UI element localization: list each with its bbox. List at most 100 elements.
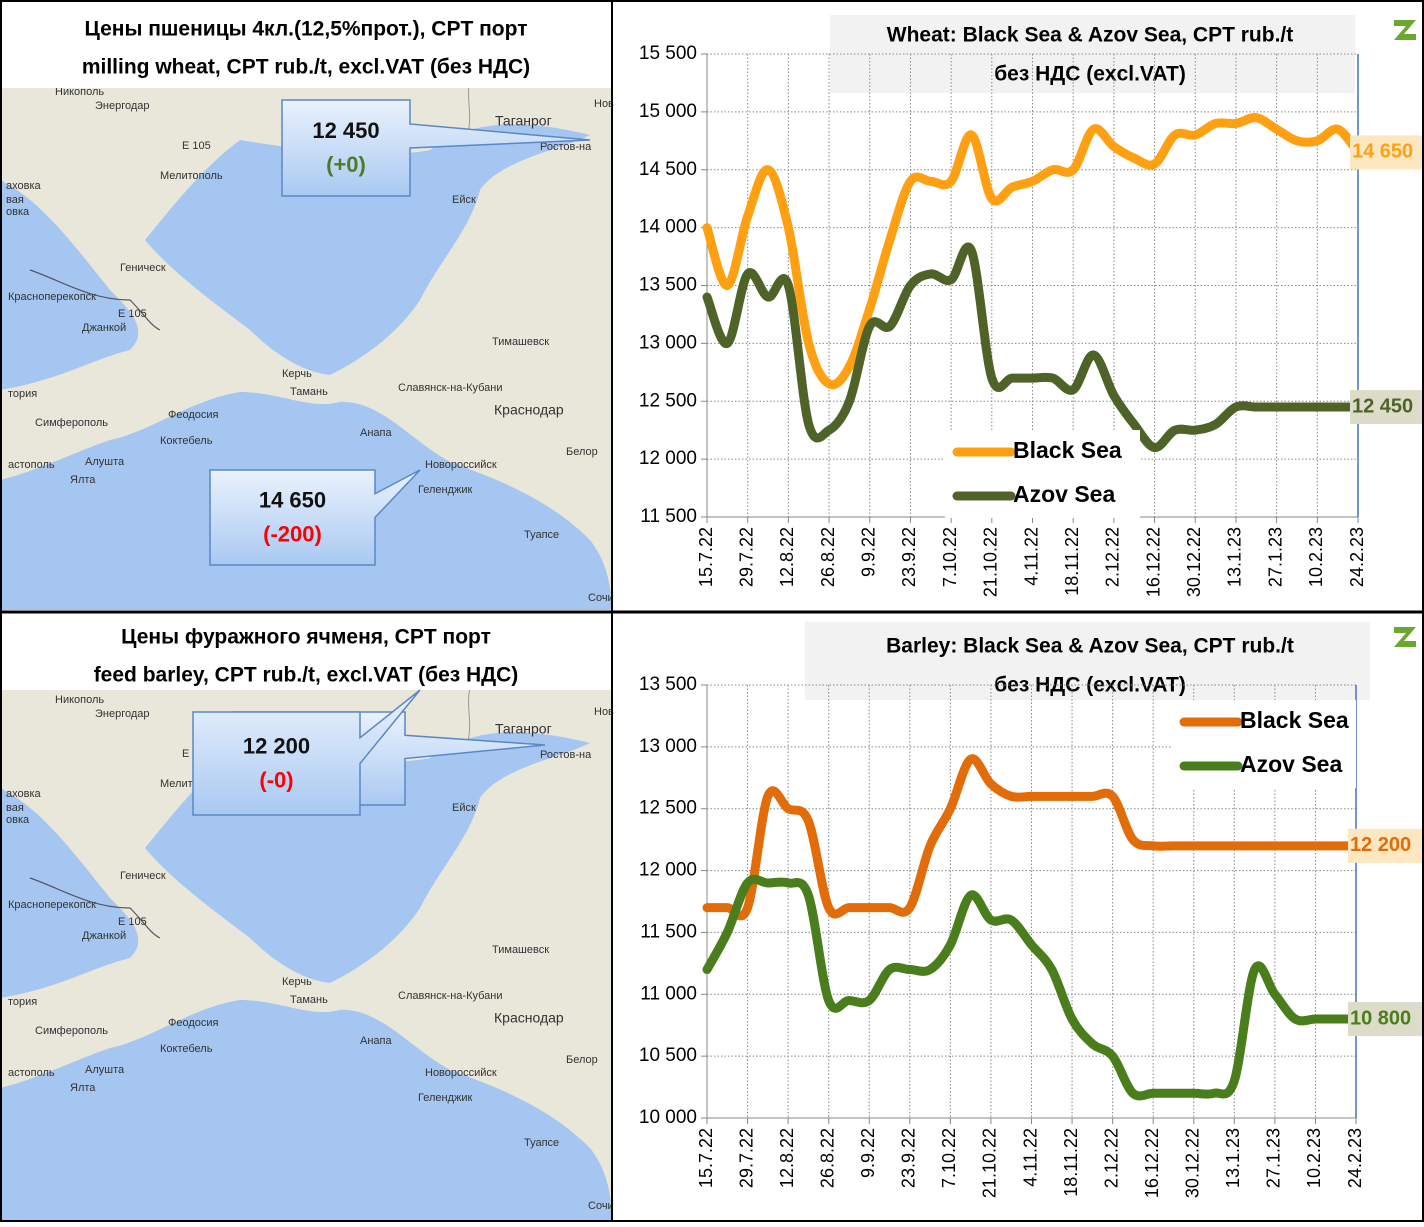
callout-change: (-200) bbox=[263, 521, 322, 546]
y-tick-label: 13 500 bbox=[639, 275, 697, 296]
map-label: Джанкой bbox=[82, 322, 126, 334]
legend-label: Azov Sea bbox=[1240, 751, 1342, 777]
panel-title: milling wheat, CPT rub./t, excl.VAT (без… bbox=[82, 56, 530, 79]
x-tick-label: 29.7.22 bbox=[736, 527, 756, 587]
map-label: Геническ bbox=[120, 870, 166, 882]
map-label: Алушта bbox=[85, 456, 125, 468]
map-label: Джанкой bbox=[82, 930, 126, 942]
map-label: Сочи bbox=[588, 592, 614, 604]
x-tick-label: 30.12.22 bbox=[1183, 1128, 1203, 1198]
map-label: Тимашевск bbox=[492, 336, 549, 348]
map-label: Тамань bbox=[290, 994, 328, 1006]
map-label: вая bbox=[6, 194, 24, 206]
map-label: Краснодар bbox=[494, 402, 564, 418]
map-label: Мелитополь bbox=[160, 170, 223, 182]
map-label: астополь bbox=[8, 1067, 55, 1079]
y-tick-label: 12 500 bbox=[639, 798, 697, 819]
map-label: Белор bbox=[566, 1054, 598, 1066]
y-tick-label: 15 500 bbox=[639, 43, 697, 64]
x-tick-label: 21.10.22 bbox=[981, 527, 1001, 597]
x-tick-label: 12.8.22 bbox=[777, 1128, 797, 1188]
map-label: Никополь bbox=[55, 694, 104, 706]
x-tick-label: 24.2.23 bbox=[1347, 527, 1367, 587]
map-label: Коктебель bbox=[160, 1043, 213, 1055]
x-tick-label: 16.12.22 bbox=[1142, 1128, 1162, 1198]
x-tick-label: 24.2.23 bbox=[1345, 1128, 1365, 1188]
x-tick-label: 12.8.22 bbox=[777, 527, 797, 587]
x-tick-label: 2.12.22 bbox=[1103, 527, 1123, 587]
y-tick-label: 11 000 bbox=[640, 983, 697, 1004]
map-label: Коктебель bbox=[160, 435, 213, 447]
x-tick-label: 10.2.23 bbox=[1306, 527, 1326, 587]
x-tick-label: 30.12.22 bbox=[1184, 527, 1204, 597]
end-label: 12 200 bbox=[1350, 834, 1411, 856]
x-tick-label: 4.11.22 bbox=[1020, 1128, 1040, 1187]
map-label: аховка bbox=[6, 180, 42, 192]
x-tick-label: 15.7.22 bbox=[696, 1128, 716, 1188]
map-label: Ростов-на bbox=[540, 141, 592, 153]
map-label: Симферополь bbox=[35, 1025, 108, 1037]
map-label: тория bbox=[8, 996, 37, 1008]
map-label: Сочи bbox=[588, 1200, 614, 1212]
map-label: Анапа bbox=[360, 1035, 392, 1047]
map-label: Туапсе bbox=[524, 529, 559, 541]
legend-label: Azov Sea bbox=[1013, 481, 1115, 507]
map-label: Керчь bbox=[282, 368, 312, 380]
y-tick-label: 12 000 bbox=[639, 448, 697, 469]
x-tick-label: 7.10.22 bbox=[939, 1128, 959, 1188]
chart-title: Barley: Black Sea & Azov Sea, CPT rub./t bbox=[886, 635, 1294, 658]
map-label: Ялта bbox=[70, 474, 96, 486]
map-label: астополь bbox=[8, 459, 55, 471]
map-label: Ейск bbox=[452, 802, 476, 814]
map-label: аховка bbox=[6, 788, 42, 800]
x-tick-label: 18.11.22 bbox=[1062, 527, 1082, 596]
y-tick-label: 12 000 bbox=[639, 860, 697, 881]
x-tick-label: 4.11.22 bbox=[1021, 527, 1041, 586]
y-tick-label: 12 500 bbox=[639, 390, 697, 411]
x-tick-label: 13.1.23 bbox=[1225, 527, 1245, 587]
chart-title: без НДС (excl.VAT) bbox=[994, 63, 1186, 86]
x-tick-label: 15.7.22 bbox=[696, 527, 716, 587]
map-label: тория bbox=[8, 388, 37, 400]
map-label: вая bbox=[6, 802, 24, 814]
map-label: Тимашевск bbox=[492, 944, 549, 956]
map-label: овка bbox=[6, 814, 30, 826]
series-line bbox=[707, 247, 1358, 448]
y-tick-label: 14 500 bbox=[639, 159, 697, 180]
x-tick-label: 13.1.23 bbox=[1223, 1128, 1243, 1188]
y-tick-label: 13 000 bbox=[639, 736, 697, 757]
y-tick-label: 13 000 bbox=[639, 332, 697, 353]
y-tick-label: 11 500 bbox=[640, 506, 697, 527]
map-label: Таганрог bbox=[495, 721, 552, 737]
y-tick-label: 15 000 bbox=[639, 101, 697, 122]
map-label: овка bbox=[6, 206, 30, 218]
map-label: Алушта bbox=[85, 1064, 125, 1076]
map-label: Геленджик bbox=[418, 1092, 473, 1104]
map-label: Новороссийск bbox=[425, 459, 497, 471]
map-label: Красноперекопск bbox=[8, 899, 96, 911]
callout-value: 12 450 bbox=[312, 118, 379, 143]
map-label: Славянск-на-Кубани bbox=[398, 382, 502, 394]
y-tick-label: 13 500 bbox=[639, 674, 697, 695]
map-label: E 105 bbox=[118, 916, 147, 928]
x-tick-label: 7.10.22 bbox=[940, 527, 960, 587]
map-label: Таганрог bbox=[495, 113, 552, 129]
logo bbox=[1394, 20, 1416, 40]
callout-change: (+0) bbox=[326, 152, 366, 177]
x-tick-label: 18.11.22 bbox=[1061, 1128, 1081, 1197]
legend-label: Black Sea bbox=[1240, 707, 1349, 733]
x-tick-label: 23.9.22 bbox=[899, 1128, 919, 1188]
panel-title: Цены фуражного ячменя, CPT порт bbox=[121, 626, 491, 649]
map-label: Красноперекопск bbox=[8, 291, 96, 303]
map-label: Керчь bbox=[282, 976, 312, 988]
map-label: Энергодар bbox=[95, 708, 150, 720]
x-tick-label: 29.7.22 bbox=[736, 1128, 756, 1188]
map-label: Энергодар bbox=[95, 100, 150, 112]
y-tick-label: 10 000 bbox=[639, 1107, 697, 1128]
callout-value: 12 200 bbox=[243, 733, 310, 758]
map-label: Туапсе bbox=[524, 1137, 559, 1149]
map-label: Ейск bbox=[452, 194, 476, 206]
callout-change: (-0) bbox=[259, 767, 293, 792]
x-tick-label: 16.12.22 bbox=[1143, 527, 1163, 597]
map-label: Анапа bbox=[360, 427, 392, 439]
